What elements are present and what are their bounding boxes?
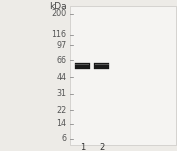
- Bar: [75, 63, 90, 69]
- Text: 2: 2: [99, 143, 104, 151]
- Text: 66: 66: [56, 56, 66, 65]
- Bar: [94, 63, 109, 69]
- Text: 1: 1: [80, 143, 85, 151]
- Text: 14: 14: [56, 119, 66, 128]
- Text: 31: 31: [56, 89, 66, 98]
- Text: 116: 116: [51, 30, 66, 39]
- Text: 44: 44: [56, 72, 66, 82]
- Bar: [70, 6, 176, 145]
- Text: kDa: kDa: [49, 2, 66, 11]
- Text: 22: 22: [56, 106, 66, 115]
- Bar: [76, 64, 89, 65]
- Text: 97: 97: [56, 41, 66, 50]
- Text: 200: 200: [51, 9, 66, 18]
- Bar: [95, 64, 109, 65]
- Text: 6: 6: [61, 134, 66, 143]
